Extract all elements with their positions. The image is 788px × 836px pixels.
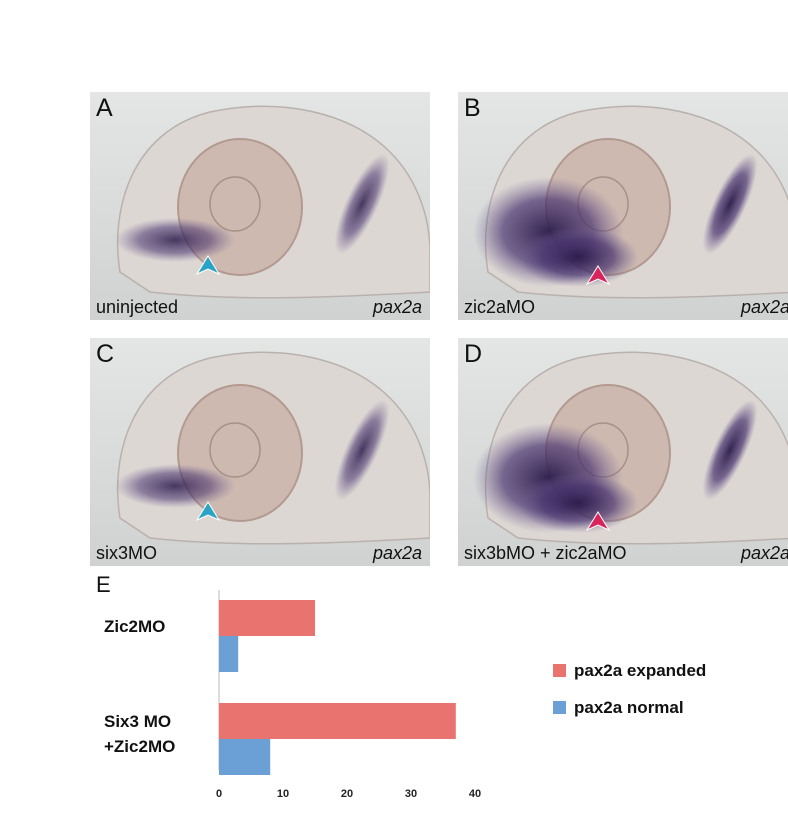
panel-a: A uninjected pax2a: [90, 92, 430, 320]
arrowhead-icon: [195, 501, 221, 522]
gene-label: pax2a: [372, 543, 422, 563]
lens: [209, 176, 261, 232]
x-tick-label: 0: [216, 788, 222, 800]
category-label: +Zic2MO: [104, 737, 175, 756]
legend-label: pax2a normal: [574, 698, 684, 717]
gene-label: pax2a: [740, 297, 788, 317]
condition-label: six3bMO + zic2aMO: [464, 543, 627, 563]
stain-region: [115, 218, 235, 262]
x-tick-label: 30: [405, 788, 417, 800]
panel-b: B zic2aMO pax2a: [458, 92, 788, 320]
mhb-stain: [334, 153, 390, 255]
panel-c: C six3MO pax2a: [90, 338, 430, 566]
mhb-stain: [702, 399, 758, 501]
category-label: Zic2MO: [104, 617, 165, 636]
panel-letter: C: [96, 340, 115, 368]
bar: [219, 739, 271, 775]
chart-panel-letter: E: [96, 572, 111, 597]
condition-label: zic2aMO: [464, 297, 536, 317]
gene-label: pax2a: [740, 543, 788, 563]
bar: [219, 636, 239, 672]
gene-label: pax2a: [372, 297, 422, 317]
panel-letter: A: [96, 94, 113, 122]
category-label: Six3 MO: [104, 712, 171, 731]
x-tick-label: 20: [341, 788, 353, 800]
legend-swatch: [553, 664, 566, 677]
bar: [219, 600, 315, 636]
lens: [209, 422, 261, 478]
legend-label: pax2a expanded: [574, 661, 706, 680]
legend-swatch: [553, 701, 566, 714]
embryo-image-c: [90, 338, 430, 566]
panel-letter: B: [464, 94, 481, 122]
x-tick-label: 10: [277, 788, 289, 800]
panel-letter: D: [464, 340, 483, 368]
arrowhead-icon: [585, 511, 611, 532]
bar: [219, 703, 456, 739]
embryo-image-d: [458, 338, 788, 566]
stain-region: [518, 473, 638, 533]
embryo-image-a: [90, 92, 430, 320]
embryo-image-b: [458, 92, 788, 320]
x-tick-label: 40: [469, 788, 481, 800]
mhb-stain: [334, 399, 390, 501]
stain-region: [518, 227, 638, 287]
arrowhead-icon: [585, 265, 611, 286]
condition-label: uninjected: [96, 297, 179, 317]
panel-d: D six3bMO + zic2aMO pax2a: [458, 338, 788, 566]
stain-region: [115, 464, 235, 508]
condition-label: six3MO: [96, 543, 158, 563]
arrowhead-icon: [195, 255, 221, 276]
mhb-stain: [702, 153, 758, 255]
